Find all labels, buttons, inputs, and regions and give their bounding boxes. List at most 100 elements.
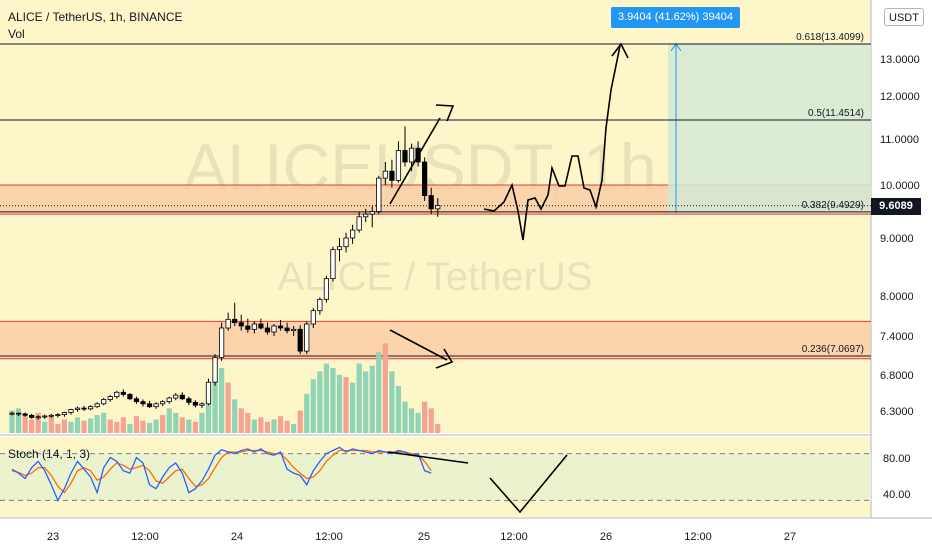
candle-body <box>153 403 159 408</box>
candle-body <box>61 412 68 416</box>
volume-bar <box>402 401 408 433</box>
measure-label: 3.9404 (41.62%) 39404 <box>611 7 740 28</box>
fib-label-0: 0.618(13.4099) <box>796 32 864 43</box>
candle-body <box>376 177 382 212</box>
candle-body <box>408 147 415 163</box>
volume-label[interactable]: Vol <box>8 27 25 41</box>
candle-body <box>9 412 15 415</box>
candle-body <box>212 356 218 383</box>
volume-bar <box>389 371 395 433</box>
candle-body <box>277 325 284 329</box>
volume-bar <box>101 412 107 433</box>
candle-body <box>271 325 277 333</box>
candle-body <box>160 401 166 405</box>
volume-bar <box>336 374 343 433</box>
candle-body <box>179 394 185 400</box>
candle-body <box>133 398 140 403</box>
volume-bar <box>22 416 28 433</box>
candle-body <box>264 327 271 333</box>
volume-bar <box>376 352 382 433</box>
volume-bar <box>245 412 251 433</box>
candle-body <box>238 322 244 327</box>
candle-body <box>310 310 316 325</box>
volume-bar <box>251 419 257 433</box>
candle-body <box>245 325 251 330</box>
volume-bar <box>323 363 329 433</box>
watermark-name: ALICE / TetherUS <box>278 255 593 299</box>
volume-bar <box>415 412 421 433</box>
volume-bar <box>146 422 153 433</box>
measure-box <box>668 44 871 214</box>
time-tick-label: 27 <box>784 531 796 543</box>
volume-bar <box>317 371 323 433</box>
candle-body <box>22 413 28 416</box>
price-tick-label: 11.0000 <box>880 134 919 146</box>
volume-bar <box>120 417 126 433</box>
price-tick-label: 6.8000 <box>880 370 914 382</box>
volume-bar <box>48 417 54 433</box>
candle-body <box>88 406 94 410</box>
trend-arrow-up <box>389 117 441 205</box>
volume-bar <box>140 420 146 433</box>
volume-bar <box>74 417 81 433</box>
volume-bar <box>408 408 415 433</box>
time-tick-label: 24 <box>231 531 243 543</box>
time-tick-label: 23 <box>47 531 59 543</box>
price-tick-label: 10.0000 <box>880 180 920 192</box>
volume-bar <box>428 408 434 433</box>
candle-body <box>297 328 303 352</box>
candle-body <box>55 414 61 417</box>
candle-body <box>284 327 290 332</box>
price-tick-label: 9.0000 <box>880 233 914 245</box>
stoch-label[interactable]: Stoch (14, 1, 3) <box>8 447 91 461</box>
stoch-projection <box>489 454 568 514</box>
volume-bar <box>186 419 192 433</box>
volume-bar <box>81 420 87 433</box>
volume-bar <box>363 371 369 433</box>
candle-body <box>382 170 388 179</box>
last-price-tag: 9.6089 <box>871 198 921 215</box>
candle-body <box>35 416 41 419</box>
volume-bar <box>160 415 166 433</box>
divergence-arrow-head <box>435 348 454 369</box>
volume-bar <box>232 399 238 433</box>
candle-body <box>336 246 343 250</box>
volume-bar <box>55 424 61 433</box>
candle-body <box>395 150 402 181</box>
volume-bar <box>225 382 231 433</box>
volume-bar <box>356 363 362 433</box>
price-tick-label: 13.0000 <box>880 54 920 66</box>
candle-body <box>251 323 257 330</box>
volume-bar <box>179 417 185 433</box>
volume-bar <box>42 421 48 433</box>
fib-label-1: 0.5(11.4514) <box>808 108 864 119</box>
currency-badge[interactable]: USDT <box>884 8 924 26</box>
price-tick-label: 7.4000 <box>880 331 914 343</box>
candle-body <box>29 414 35 418</box>
candle-body <box>101 399 107 405</box>
candle-body <box>146 403 153 408</box>
candle-body <box>343 237 349 248</box>
volume-bar <box>212 377 218 433</box>
volume-bar <box>133 416 140 433</box>
volume-bar <box>9 410 15 433</box>
price-tick-label: 12.0000 <box>880 91 920 103</box>
time-tick-label: 25 <box>418 531 430 543</box>
candle-body <box>225 318 231 329</box>
candle-body <box>422 161 428 196</box>
volume-bar <box>35 412 41 433</box>
time-tick-label: 12:00 <box>684 531 712 543</box>
symbol-title[interactable]: ALICE / TetherUS, 1h, BINANCE <box>8 10 183 24</box>
volume-bar <box>382 343 388 433</box>
candle-body <box>349 229 356 239</box>
time-tick-label: 12:00 <box>131 531 159 543</box>
volume-bar <box>29 419 35 433</box>
volume-bar <box>258 417 264 433</box>
candle-body <box>140 401 146 405</box>
volume-bar <box>199 412 205 433</box>
volume-bar <box>114 421 120 433</box>
volume-bar <box>107 419 113 433</box>
candle-body <box>232 318 238 324</box>
